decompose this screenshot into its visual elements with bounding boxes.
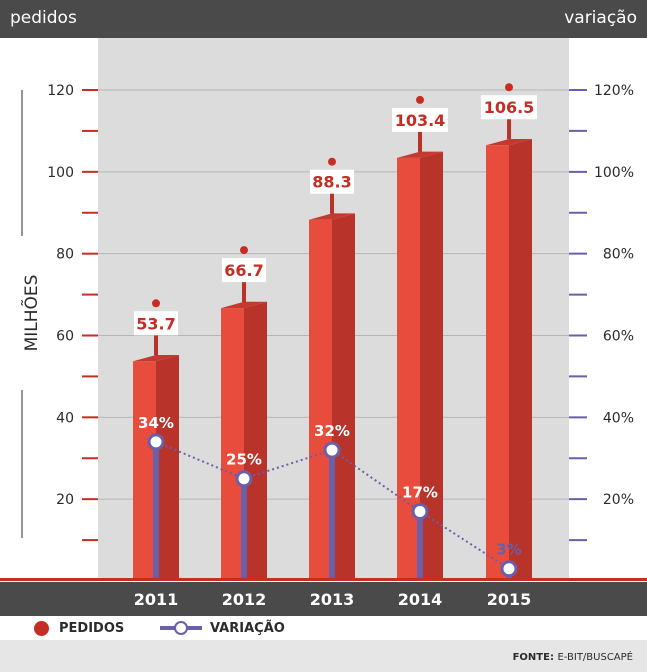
variacao-point (500, 560, 518, 578)
label-pin-dot (505, 83, 513, 92)
legend: PEDIDOS VARIAÇÃO (0, 616, 647, 640)
right-tick-label: 80% (603, 247, 634, 263)
left-axis: 20 40 60 80 100 120 MILHÕES (20, 83, 98, 542)
value-label: 66.7 (224, 261, 263, 280)
source-key: FONTE: (512, 652, 554, 663)
legend-label-variacao: VARIAÇÃO (210, 620, 285, 636)
label-pin-dot (328, 157, 336, 166)
bar: 66.7 (221, 246, 267, 581)
source-credit: FONTE: E-BIT/BUSCAPÉ (513, 652, 633, 663)
variacao-point (235, 470, 253, 488)
value-label-box (134, 311, 178, 336)
bar-front (133, 361, 156, 581)
bar: 106.5 (481, 83, 537, 582)
left-axis-header: pedidos (10, 8, 77, 28)
bar-side (244, 301, 267, 581)
bar: 53.7 (133, 299, 179, 581)
left-tick-label: 80 (56, 247, 74, 263)
bar-top (133, 354, 179, 362)
left-tick-label: 20 (56, 492, 74, 508)
variacao-label: 25% (226, 451, 262, 469)
bar-top (309, 213, 355, 220)
variacao-point (411, 502, 429, 520)
red-dot-icon (34, 620, 49, 636)
x-tick-label: 2013 (310, 590, 355, 609)
value-label-box (481, 95, 537, 120)
x-tick-label: 2011 (134, 590, 179, 609)
left-tick-label: 120 (47, 83, 74, 99)
bar: 88.3 (309, 157, 355, 582)
bar-front (309, 219, 332, 582)
variacao-label: 17% (402, 483, 438, 501)
variacao-label: 3% (496, 541, 521, 559)
value-label: 53.7 (136, 314, 175, 333)
year-axis-bar: 2011 2012 2013 2014 2015 (0, 582, 647, 616)
variacao-point (323, 441, 341, 459)
left-tick-label: 40 (56, 410, 74, 426)
variacao-series: 34% 25% 32% 17% 3% (138, 414, 522, 581)
label-pin-dot (152, 299, 160, 308)
x-tick-label: 2014 (398, 590, 443, 609)
right-tick-label: 20% (603, 492, 634, 508)
variacao-point (147, 433, 165, 451)
value-label-box (222, 258, 266, 283)
bar-top (397, 151, 443, 158)
right-tick-label: 60% (603, 329, 634, 345)
right-axis: 20% 40% 60% 80% 100% 120% (569, 83, 634, 542)
left-tick-label: 100 (47, 165, 74, 181)
left-tick-label: 60 (56, 329, 74, 345)
chart-area: 20 40 60 80 100 120 MILHÕES 20% 40% 60% 80% 100% 120… (0, 38, 647, 582)
bar-top (221, 301, 267, 309)
x-axis-labels: 2011 2012 2013 2014 2015 (134, 590, 532, 609)
source-value: E-BIT/BUSCAPÉ (557, 652, 633, 663)
bar-side (156, 354, 179, 581)
bar-top (486, 138, 532, 146)
legend-item-pedidos: PEDIDOS (34, 618, 124, 638)
legend-item-variacao: VARIAÇÃO (160, 618, 285, 638)
bars: 53.7 66.7 88.3 103.4 106.5 (133, 83, 537, 582)
variacao-label: 32% (314, 422, 350, 440)
top-header-bar: pedidos variação (0, 0, 647, 38)
bar: 103.4 (392, 95, 448, 581)
value-label: 88.3 (312, 173, 351, 192)
bar-front (486, 145, 509, 582)
footer-bar: FONTE: E-BIT/BUSCAPÉ (0, 640, 647, 672)
baseline (0, 578, 647, 581)
value-label: 106.5 (484, 98, 535, 117)
bar-side (332, 213, 355, 582)
variacao-label: 34% (138, 414, 174, 432)
bar-front (221, 308, 244, 581)
bar-side (509, 138, 532, 581)
legend-label-pedidos: PEDIDOS (59, 620, 125, 636)
label-pin-dot (240, 246, 248, 255)
value-label-box (392, 107, 448, 132)
right-tick-label: 100% (594, 165, 634, 181)
right-tick-label: 120% (594, 83, 634, 99)
label-pin-dot (416, 95, 424, 104)
x-tick-label: 2015 (487, 590, 532, 609)
bar-side (420, 151, 443, 581)
right-axis-header: variação (564, 8, 637, 28)
right-tick-label: 40% (603, 410, 634, 426)
bar-front (397, 157, 420, 581)
left-axis-title: MILHÕES (20, 275, 42, 352)
value-label: 103.4 (395, 111, 446, 130)
value-label-box (310, 169, 354, 194)
line-marker-icon (160, 621, 202, 635)
variacao-line (155, 440, 510, 570)
x-tick-label: 2012 (222, 590, 267, 609)
